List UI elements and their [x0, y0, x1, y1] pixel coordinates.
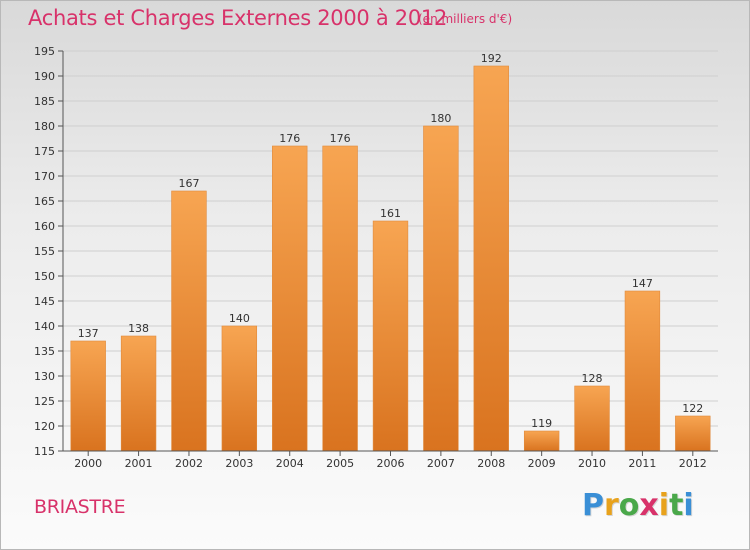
bar[interactable] [624, 290, 661, 452]
logo-letter: r [604, 488, 619, 523]
y-tick-label: 155 [34, 245, 55, 258]
y-tick-label: 180 [34, 120, 55, 133]
logo-letter: i [683, 488, 694, 523]
y-tick-label: 125 [34, 395, 55, 408]
y-tick-label: 115 [34, 445, 55, 458]
x-tick-label: 2008 [477, 457, 505, 470]
bar-value-label: 176 [279, 132, 300, 145]
bar[interactable] [322, 145, 358, 452]
bar[interactable] [221, 325, 258, 452]
y-tick-label: 135 [34, 345, 55, 358]
y-tick-label: 160 [34, 220, 55, 233]
bar-value-label: 138 [128, 322, 149, 335]
x-tick-label: 2002 [175, 457, 203, 470]
bar-value-label: 176 [330, 132, 351, 145]
chart-unit: (en milliers d'€) [418, 12, 513, 26]
x-tick-label: 2010 [578, 457, 606, 470]
y-tick-label: 170 [34, 170, 55, 183]
y-tick-label: 140 [34, 320, 55, 333]
bar[interactable] [70, 340, 106, 452]
x-tick-label: 2000 [74, 457, 102, 470]
bar[interactable] [574, 385, 610, 452]
bar-value-label: 192 [481, 52, 502, 65]
bar[interactable] [120, 335, 157, 452]
bar-value-label: 119 [531, 417, 552, 430]
y-tick-label: 185 [34, 95, 55, 108]
bar-value-label: 128 [582, 372, 603, 385]
y-tick-label: 195 [34, 45, 55, 58]
logo-letter: P [582, 488, 604, 523]
bar[interactable] [675, 415, 711, 452]
bar-value-label: 180 [430, 112, 451, 125]
x-tick-label: 2005 [326, 457, 354, 470]
bar[interactable] [423, 125, 459, 452]
bar[interactable] [272, 145, 308, 452]
x-tick-label: 2007 [427, 457, 455, 470]
y-tick-label: 130 [34, 370, 55, 383]
x-tick-label: 2006 [377, 457, 405, 470]
x-tick-label: 2004 [276, 457, 304, 470]
logo-letter: i [658, 488, 670, 523]
y-tick-label: 165 [34, 195, 55, 208]
bar-value-label: 140 [229, 312, 250, 325]
bar-value-label: 147 [632, 277, 653, 290]
logo-letter: t [669, 488, 684, 523]
bar-value-label: 137 [78, 327, 99, 340]
y-tick-label: 150 [34, 270, 55, 283]
x-tick-label: 2012 [679, 457, 707, 470]
bar[interactable] [171, 190, 207, 452]
bar-value-label: 161 [380, 207, 401, 220]
y-tick-label: 190 [34, 70, 55, 83]
y-tick-label: 145 [34, 295, 55, 308]
x-tick-label: 2001 [125, 457, 153, 470]
bar[interactable] [523, 430, 560, 452]
bar[interactable] [473, 65, 509, 452]
bar-value-label: 122 [682, 402, 703, 415]
bar[interactable] [372, 220, 409, 452]
x-tick-label: 2011 [628, 457, 656, 470]
x-tick-label: 2009 [528, 457, 556, 470]
x-tick-label: 2003 [225, 457, 253, 470]
bar-value-label: 167 [178, 177, 199, 190]
logo-letter: x [639, 488, 659, 523]
y-tick-label: 175 [34, 145, 55, 158]
commune-name: BRIASTRE [34, 496, 126, 518]
y-tick-label: 120 [34, 420, 55, 433]
proxiti-logo[interactable]: Proxiti [582, 488, 694, 523]
chart-title: Achats et Charges Externes 2000 à 2012 [28, 6, 448, 30]
logo-letter: o [618, 488, 640, 523]
